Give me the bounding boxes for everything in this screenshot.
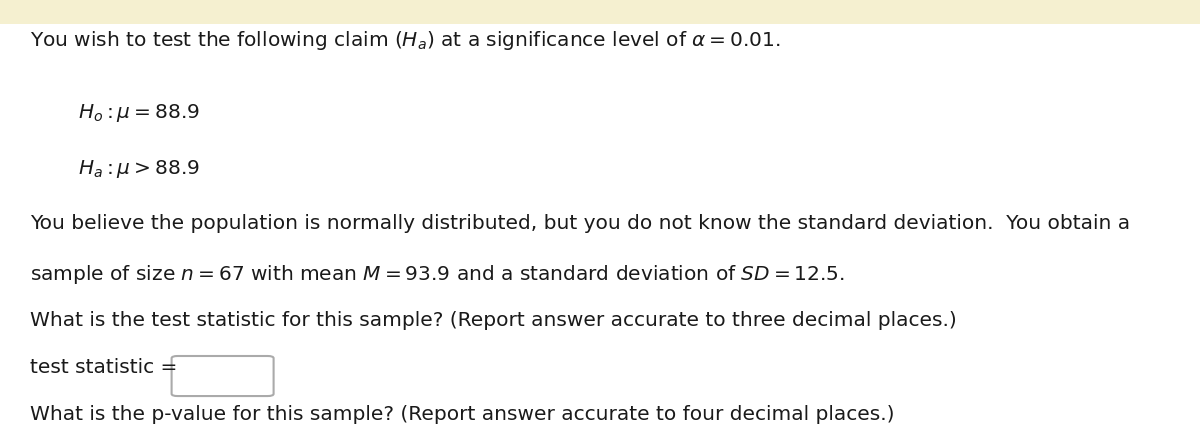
Text: You wish to test the following claim ($H_a$) at a significance level of $\alpha : You wish to test the following claim ($H… (30, 29, 781, 52)
Text: test statistic =: test statistic = (30, 358, 184, 377)
Text: What is the test statistic for this sample? (Report answer accurate to three dec: What is the test statistic for this samp… (30, 312, 956, 331)
Text: $H_a:\mu > 88.9$: $H_a:\mu > 88.9$ (78, 158, 200, 180)
Text: sample of size $n = 67$ with mean $M = 93.9$ and a standard deviation of $SD = 1: sample of size $n = 67$ with mean $M = 9… (30, 263, 845, 286)
Text: You believe the population is normally distributed, but you do not know the stan: You believe the population is normally d… (30, 214, 1130, 233)
Text: What is the p-value for this sample? (Report answer accurate to four decimal pla: What is the p-value for this sample? (Re… (30, 405, 894, 424)
Text: $H_o:\mu = 88.9$: $H_o:\mu = 88.9$ (78, 102, 200, 124)
FancyBboxPatch shape (172, 356, 274, 396)
